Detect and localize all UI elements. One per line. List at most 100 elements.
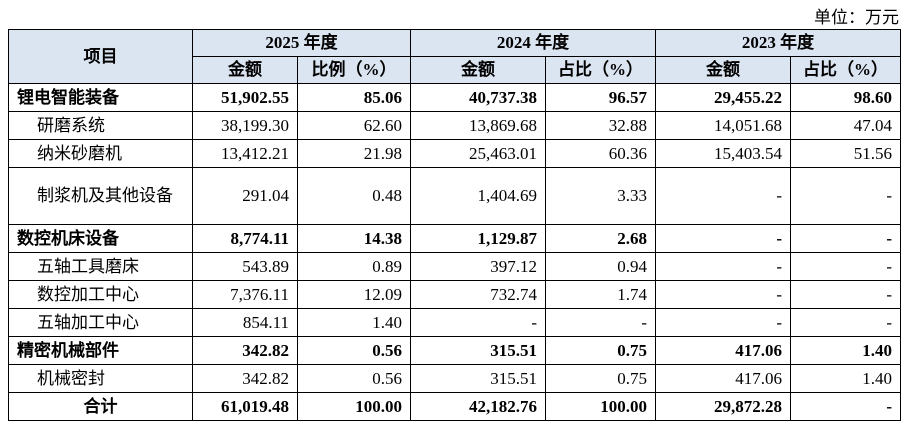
cell: -: [655, 167, 791, 225]
cell: -: [655, 308, 791, 337]
item-header: 项目: [8, 29, 193, 84]
cell: 40,737.38: [410, 83, 546, 112]
cell: 7,376.11: [192, 280, 298, 309]
cell: -: [545, 308, 656, 337]
table-row: 数控机床设备 8,774.11 14.38 1,129.87 2.68- -: [8, 224, 901, 253]
cell: 60.36: [545, 139, 656, 168]
column-header: 金额: [192, 56, 298, 84]
table-row: 研磨系统 38,199.30 62.60 13,869.68 32.88 14,051.6…: [8, 111, 901, 140]
cell: -: [410, 308, 546, 337]
cell: 21.98: [297, 139, 411, 168]
subheader-row: 金额 比例（%） 金额 占比（%） 金额 占比（%）: [9, 56, 901, 84]
cell: 397.12: [410, 252, 546, 281]
cell: 15,403.54: [655, 139, 791, 168]
row-label: 研磨系统: [8, 111, 193, 140]
cell: 1,129.87: [410, 224, 546, 253]
row-label: 数控加工中心: [8, 280, 193, 309]
cell: 62.60: [297, 111, 411, 140]
cell: 0.48: [297, 167, 411, 225]
cell: 3.33: [545, 167, 656, 225]
column-header: 金额: [655, 56, 791, 84]
cell: 315.51: [410, 364, 546, 393]
cell: 0.89: [297, 252, 411, 281]
cell: 100.00: [297, 392, 411, 421]
row-label: 五轴加工中心: [8, 308, 193, 337]
cell: 2.68: [545, 224, 656, 253]
cell: 96.57: [545, 83, 656, 112]
row-label: 五轴工具磨床: [8, 252, 193, 281]
row-label: 精密机械部件: [8, 336, 193, 365]
cell: 29,455.22: [655, 83, 791, 112]
cell: 98.60: [790, 83, 901, 112]
cell: -: [790, 167, 901, 225]
row-label: 锂电智能装备: [8, 83, 193, 112]
cell: 61,019.48: [192, 392, 298, 421]
year-header: 2023 年度: [655, 29, 901, 57]
cell: 1,404.69: [410, 167, 546, 225]
cell: 417.06: [655, 364, 791, 393]
table-row: 精密机械部件 342.82 0.56 315.51 0.75 417.06 1.40: [8, 336, 901, 365]
cell: 14.38: [297, 224, 411, 253]
cell: -: [655, 252, 791, 281]
column-header: 占比（%）: [790, 56, 901, 84]
row-label: 机械密封: [8, 364, 193, 393]
table-row: 机械密封 342.82 0.56 315.51 0.75 417.06 1.40: [8, 364, 901, 393]
year-header: 2024 年度: [410, 29, 656, 57]
cell: 8,774.11: [192, 224, 298, 253]
table-row: 五轴工具磨床 543.89 0.89 397.12 0.94- -: [8, 252, 901, 281]
cell: 1.74: [545, 280, 656, 309]
table-body: 锂电智能装备 51,902.55 85.06 40,737.38 96.57 29,455…: [8, 83, 901, 421]
cell: 543.89: [192, 252, 298, 281]
cell: 38,199.30: [192, 111, 298, 140]
column-header: 金额: [410, 56, 546, 84]
table-row: 合计 61,019.48 100.00 42,182.76 100.00 29,872.2…: [8, 392, 901, 421]
cell: 51,902.55: [192, 83, 298, 112]
cell: 0.94: [545, 252, 656, 281]
cell: -: [790, 224, 901, 253]
row-label: 纳米砂磨机: [8, 139, 193, 168]
cell: 100.00: [545, 392, 656, 421]
cell: 342.82: [192, 336, 298, 365]
cell: 291.04: [192, 167, 298, 225]
table-row: 锂电智能装备 51,902.55 85.06 40,737.38 96.57 29,455…: [8, 83, 901, 112]
cell: 13,412.21: [192, 139, 298, 168]
unit-note: 单位：万元: [814, 8, 899, 27]
table-row: 纳米砂磨机 13,412.21 21.98 25,463.01 60.36 15,403.…: [8, 139, 901, 168]
cell: -: [655, 280, 791, 309]
data-table: 项目 2025 年度 2024 年度 2023 年度 金额 比例（%） 金额 占比（%…: [8, 29, 901, 421]
cell: 315.51: [410, 336, 546, 365]
cell: 25,463.01: [410, 139, 546, 168]
cell: -: [655, 224, 791, 253]
header-row: 项目 2025 年度 2024 年度 2023 年度: [8, 29, 901, 84]
row-label: 制浆机及其他设备: [8, 167, 193, 225]
table-row: 五轴加工中心 854.11 1.40- - - -: [8, 308, 901, 337]
cell: -: [790, 252, 901, 281]
cell: 51.56: [790, 139, 901, 168]
column-header: 占比（%）: [545, 56, 656, 84]
cell: 1.40: [790, 364, 901, 393]
cell: 0.56: [297, 336, 411, 365]
cell: 0.56: [297, 364, 411, 393]
cell: 854.11: [192, 308, 298, 337]
cell: 42,182.76: [410, 392, 546, 421]
cell: 85.06: [297, 83, 411, 112]
cell: 29,872.28: [655, 392, 791, 421]
cell: 0.75: [545, 364, 656, 393]
cell: 342.82: [192, 364, 298, 393]
table-row: 制浆机及其他设备 291.04 0.48 1,404.69 3.33- -: [8, 167, 901, 225]
cell: -: [790, 392, 901, 421]
cell: 0.75: [545, 336, 656, 365]
table-row: 数控加工中心 7,376.11 12.09 732.74 1.74- -: [8, 280, 901, 309]
row-label: 合计: [8, 392, 193, 421]
column-header: 比例（%）: [297, 56, 411, 84]
cell: 417.06: [655, 336, 791, 365]
cell: 14,051.68: [655, 111, 791, 140]
year-header: 2025 年度: [192, 29, 411, 57]
cell: 12.09: [297, 280, 411, 309]
cell: 1.40: [790, 336, 901, 365]
cell: 1.40: [297, 308, 411, 337]
cell: 732.74: [410, 280, 546, 309]
cell: 47.04: [790, 111, 901, 140]
row-label: 数控机床设备: [8, 224, 193, 253]
